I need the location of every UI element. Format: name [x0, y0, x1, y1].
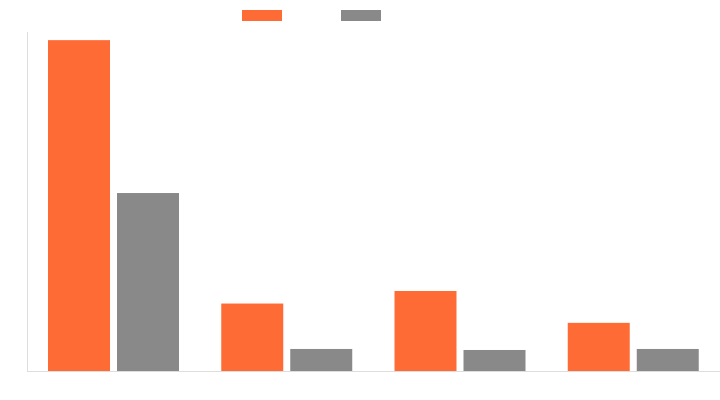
legend-swatch-series-2[interactable] [341, 10, 381, 21]
legend [242, 10, 381, 21]
bar-series-1-category-4 [567, 322, 630, 371]
bar-series-2-category-3 [463, 349, 526, 371]
bar-series-2-category-2 [290, 348, 353, 371]
bar-series-2-category-4 [636, 348, 699, 371]
bar-series-1-category-2 [221, 303, 284, 371]
legend-swatch-series-1[interactable] [242, 10, 282, 21]
bar-series-2-category-1 [117, 193, 179, 371]
bars [48, 40, 699, 372]
bar-series-1-category-3 [394, 290, 457, 371]
bar-series-1-category-1 [48, 40, 110, 372]
